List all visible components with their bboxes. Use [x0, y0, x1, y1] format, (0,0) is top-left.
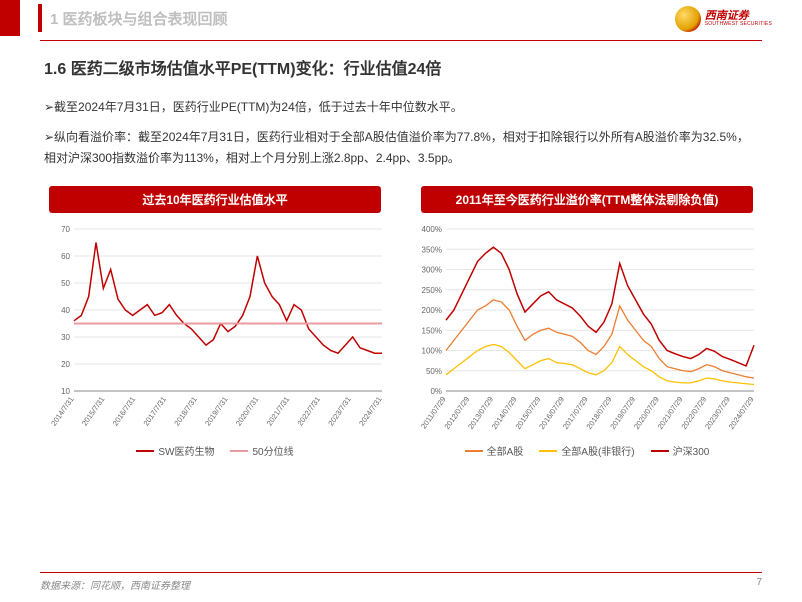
bullet-list: ➢截至2024年7月31日，医药行业PE(TTM)为24倍，低于过去十年中位数水…: [44, 97, 758, 168]
bullet-1: ➢截至2024年7月31日，医药行业PE(TTM)为24倍，低于过去十年中位数水…: [44, 97, 758, 117]
legend-label: 全部A股: [487, 443, 524, 458]
legend-label: 沪深300: [673, 443, 710, 458]
svg-text:200%: 200%: [422, 306, 442, 315]
svg-text:350%: 350%: [422, 245, 442, 254]
legend-item: SW医药生物: [136, 443, 214, 458]
chart2-title: 2011年至今医药行业溢价率(TTM整体法剔除负值): [421, 186, 754, 213]
header-thin-accent: [38, 4, 42, 32]
svg-text:2017/7/31: 2017/7/31: [142, 395, 169, 428]
legend-item: 全部A股: [465, 443, 524, 458]
svg-text:30: 30: [61, 333, 70, 342]
svg-text:2014/7/31: 2014/7/31: [49, 395, 76, 428]
logo-icon: [675, 6, 701, 32]
chart1: 10 20 30 40 50 60 70 2014/7/312015/7/312016/7/3…: [40, 221, 390, 441]
legend-item: 全部A股(非银行): [539, 443, 634, 458]
svg-text:50%: 50%: [426, 367, 442, 376]
svg-text:70: 70: [61, 225, 70, 234]
svg-text:400%: 400%: [422, 225, 442, 234]
legend-item: 50分位线: [230, 443, 293, 458]
logo-en-text: SOUTHWEST SECURITIES: [705, 22, 772, 27]
svg-text:2016/7/31: 2016/7/31: [111, 395, 138, 428]
legend-swatch: [465, 450, 483, 452]
svg-text:10: 10: [61, 387, 70, 396]
page-number: 7: [756, 577, 762, 592]
svg-text:2015/7/31: 2015/7/31: [80, 395, 107, 428]
svg-text:250%: 250%: [422, 286, 442, 295]
svg-text:60: 60: [61, 252, 70, 261]
legend-label: 50分位线: [252, 443, 293, 458]
svg-text:0%: 0%: [430, 387, 442, 396]
svg-text:2021/7/31: 2021/7/31: [265, 395, 292, 428]
legend-swatch: [230, 450, 248, 452]
svg-text:2020/7/31: 2020/7/31: [234, 395, 261, 428]
header-divider: [40, 40, 762, 41]
chart2: 0%50%100%150%200%250%300%350%400%2011/07…: [412, 221, 762, 441]
svg-text:2024/7/31: 2024/7/31: [357, 395, 384, 428]
svg-text:150%: 150%: [422, 326, 442, 335]
legend-item: 沪深300: [651, 443, 710, 458]
chart-left-col: 过去10年医药行业估值水平 102030405060702014/7/31201…: [40, 186, 390, 458]
svg-text:50: 50: [61, 279, 70, 288]
chart-right-col: 2011年至今医药行业溢价率(TTM整体法剔除负值) 0% 50% 100% 150%…: [412, 186, 762, 458]
legend-label: SW医药生物: [158, 443, 214, 458]
svg-text:300%: 300%: [422, 266, 442, 275]
chart1-title: 过去10年医药行业估值水平: [49, 186, 382, 213]
legend-swatch: [136, 450, 154, 452]
svg-text:2023/7/31: 2023/7/31: [326, 395, 353, 428]
svg-text:2022/7/31: 2022/7/31: [296, 395, 323, 428]
chart1-legend: SW医药生物 50分位线: [136, 443, 293, 458]
svg-text:20: 20: [61, 360, 70, 369]
legend-swatch: [651, 450, 669, 452]
svg-text:100%: 100%: [422, 347, 442, 356]
breadcrumb: 1 医药板块与组合表现回顾: [50, 8, 228, 29]
logo: 西南证券 SOUTHWEST SECURITIES: [675, 6, 772, 32]
data-source: 数据来源：同花顺，西南证券整理: [40, 577, 190, 592]
legend-label: 全部A股(非银行): [561, 443, 634, 458]
footer: 数据来源：同花顺，西南证券整理 7: [40, 572, 762, 592]
header-accent-block: [0, 0, 20, 36]
chart2-legend: 全部A股 全部A股(非银行) 沪深300: [465, 443, 710, 458]
bullet-2: ➢纵向看溢价率：截至2024年7月31日，医药行业相对于全部A股估值溢价率为77…: [44, 127, 758, 168]
page-title: 1.6 医药二级市场估值水平PE(TTM)变化：行业估值24倍: [44, 55, 802, 79]
legend-swatch: [539, 450, 557, 452]
svg-text:40: 40: [61, 306, 70, 315]
svg-text:2019/7/31: 2019/7/31: [203, 395, 230, 428]
svg-text:2018/7/31: 2018/7/31: [172, 395, 199, 428]
